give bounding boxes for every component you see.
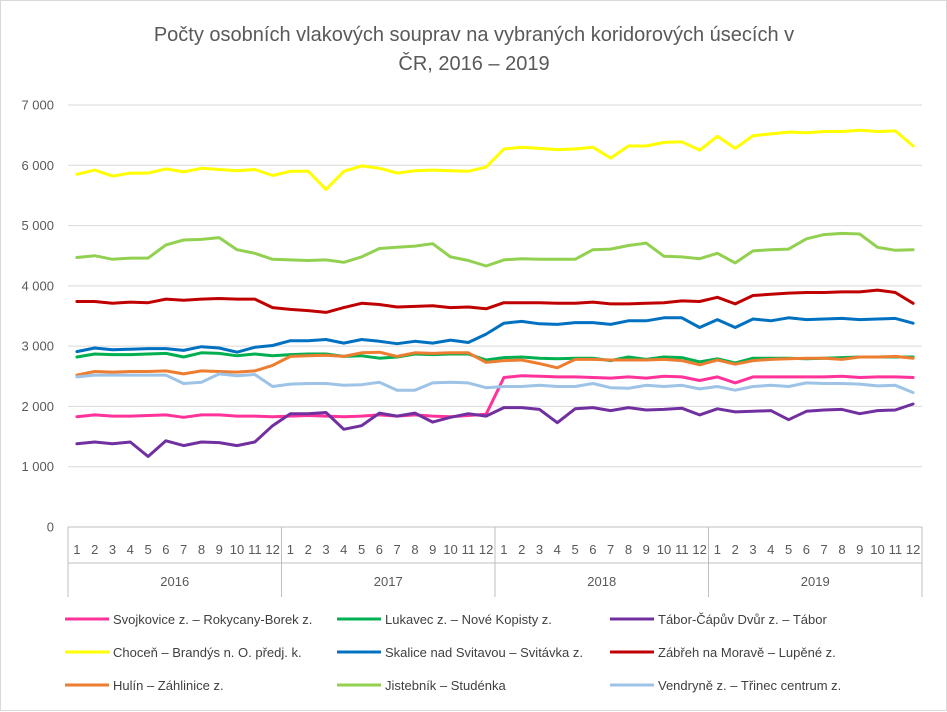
legend-label: Skalice nad Svitavou – Svitávka z.	[385, 645, 583, 660]
x-tick-month-label: 3	[749, 542, 756, 557]
legend-item: Svojkovice z. – Rokycany-Borek z.	[65, 612, 312, 627]
series-line-6	[75, 288, 915, 314]
series-line-9	[75, 372, 915, 395]
y-tick-label: 6 000	[21, 158, 54, 173]
x-tick-month-label: 6	[162, 542, 169, 557]
x-tick-month-label: 7	[821, 542, 828, 557]
legend-label: Choceň – Brandýs n. O. předj. k.	[113, 645, 302, 660]
x-tick-month-label: 1	[500, 542, 507, 557]
x-tick-month-label: 1	[714, 542, 721, 557]
legend-item: Zábřeh na Moravě – Lupěné z.	[610, 645, 836, 660]
series-line-7	[75, 350, 915, 377]
legend-item: Choceň – Brandýs n. O. předj. k.	[65, 645, 302, 660]
x-tick-month-label: 9	[216, 542, 223, 557]
x-tick-year-label: 2018	[587, 574, 616, 589]
x-tick-month-label: 2	[91, 542, 98, 557]
x-tick-month-label: 3	[109, 542, 116, 557]
x-tick-month-label: 12	[265, 542, 279, 557]
x-tick-month-label: 5	[571, 542, 578, 557]
y-tick-label: 3 000	[21, 339, 54, 354]
series-line-8	[75, 231, 915, 268]
legend-label: Zábřeh na Moravě – Lupěné z.	[658, 645, 836, 660]
x-tick-month-label: 9	[856, 542, 863, 557]
legend-item: Vendryně z. – Třinec centrum z.	[610, 678, 841, 693]
x-tick-month-label: 4	[127, 542, 134, 557]
x-axis: 1 2 3 4 5 6 7 8 9 10 11 12 1 2 3 4 5 6 7 8 9 10 11 12 1 2 3 4 5 6 7 8 9 1…	[67, 526, 923, 597]
x-tick-month-label: 5	[785, 542, 792, 557]
x-tick-month-label: 9	[429, 542, 436, 557]
x-tick-month-label: 10	[230, 542, 244, 557]
x-tick-month-label: 10	[870, 542, 884, 557]
x-tick-month-label: 4	[767, 542, 774, 557]
y-tick-label: 1 000	[21, 459, 54, 474]
chart-title-line: Počty osobních vlakových souprav na vybr…	[154, 24, 794, 46]
y-tick-label: 0	[47, 520, 54, 535]
x-tick-month-label: 2	[732, 542, 739, 557]
x-tick-month-label: 5	[144, 542, 151, 557]
series-lines	[75, 128, 915, 458]
x-tick-month-label: 11	[248, 542, 262, 557]
x-tick-month-label: 11	[462, 542, 476, 557]
legend-label: Lukavec z. – Nové Kopisty z.	[385, 612, 552, 627]
series-line-4	[75, 128, 915, 191]
series-line-5	[75, 316, 915, 354]
y-tick-label: 5 000	[21, 218, 54, 233]
legend-item: Hulín – Záhlinice z.	[65, 678, 224, 693]
x-tick-month-label: 7	[607, 542, 614, 557]
x-tick-month-label: 4	[554, 542, 561, 557]
x-tick-year-label: 2019	[801, 574, 830, 589]
y-tick-label: 7 000	[21, 98, 54, 113]
x-tick-month-label: 8	[411, 542, 418, 557]
x-tick-month-label: 7	[394, 542, 401, 557]
x-tick-month-label: 12	[479, 542, 493, 557]
legend-item: Skalice nad Svitavou – Svitávka z.	[337, 645, 583, 660]
x-tick-month-label: 3	[322, 542, 329, 557]
x-tick-month-label: 8	[625, 542, 632, 557]
chart-title-line: ČR, 2016 – 2019	[398, 52, 549, 75]
x-tick-month-label: 10	[657, 542, 671, 557]
x-tick-month-label: 2	[518, 542, 525, 557]
legend-label: Vendryně z. – Třinec centrum z.	[658, 678, 841, 693]
x-tick-month-label: 6	[376, 542, 383, 557]
x-tick-month-label: 11	[675, 542, 689, 557]
legend-item: Tábor-Čápův Dvůr z. – Tábor	[610, 612, 827, 627]
x-tick-year-label: 2017	[374, 574, 403, 589]
x-tick-month-label: 2	[305, 542, 312, 557]
x-tick-month-label: 8	[198, 542, 205, 557]
x-tick-month-label: 11	[889, 542, 903, 557]
x-tick-year-label: 2016	[160, 574, 189, 589]
x-tick-month-label: 1	[73, 542, 80, 557]
legend: Svojkovice z. – Rokycany-Borek z. Lukavec…	[65, 612, 841, 693]
legend-label: Jistebník – Studénka	[385, 678, 506, 693]
x-tick-month-label: 12	[906, 542, 920, 557]
x-tick-month-label: 3	[536, 542, 543, 557]
x-tick-month-label: 7	[180, 542, 187, 557]
x-tick-month-label: 9	[643, 542, 650, 557]
x-tick-month-label: 6	[803, 542, 810, 557]
legend-item: Jistebník – Studénka	[337, 678, 506, 693]
y-tick-label: 2 000	[21, 399, 54, 414]
y-axis: 0 1 000 2 000 3 000 4 000 5 000 6 000 7 000	[21, 98, 54, 535]
legend-label: Svojkovice z. – Rokycany-Borek z.	[113, 612, 312, 627]
x-tick-month-label: 1	[287, 542, 294, 557]
legend-label: Tábor-Čápův Dvůr z. – Tábor	[658, 612, 827, 627]
x-tick-month-label: 10	[443, 542, 457, 557]
x-tick-month-label: 6	[589, 542, 596, 557]
x-tick-month-label: 4	[340, 542, 347, 557]
x-tick-month-label: 5	[358, 542, 365, 557]
chart-title: Počty osobních vlakových souprav na vybr…	[154, 24, 794, 75]
y-tick-label: 4 000	[21, 278, 54, 293]
x-tick-month-label: 8	[838, 542, 845, 557]
x-tick-month-label: 12	[692, 542, 706, 557]
legend-item: Lukavec z. – Nové Kopisty z.	[337, 612, 552, 627]
series-line-3	[75, 402, 915, 458]
legend-label: Hulín – Záhlinice z.	[113, 678, 224, 693]
series-line-1	[75, 374, 915, 419]
